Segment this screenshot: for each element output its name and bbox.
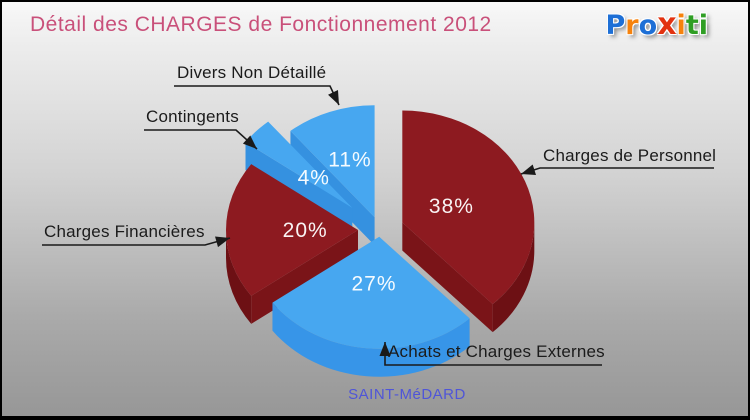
logo-letter-2: o [638,10,658,41]
leader-arrowhead-achats-et-charges-externes [379,342,391,356]
leader-line-contingents [144,129,258,150]
leader-arrowhead-charges-financieres [215,236,230,248]
percent-label-charges-de-personnel: 38% [429,195,474,218]
chart-title: Détail des CHARGES de Fonctionnement 201… [30,13,492,36]
label-charges-de-personnel: Charges de Personnel [543,146,717,165]
leader-line-divers-non-detaille [174,85,340,106]
pie-slice-contingents[interactable] [245,121,353,208]
logo-letter-6: i [698,10,708,41]
leader-arrowhead-charges-de-personnel [521,164,537,176]
leader-line-charges-de-personnel [520,167,714,175]
proxiti-logo[interactable]: Proxiti [606,7,709,42]
label-divers-non-detaille: Divers Non Détaillé [177,63,327,82]
pie-slice-achats-et-charges-externes[interactable] [272,236,470,349]
label-charges-financieres: Charges Financières [44,222,205,241]
logo-letter-1: r [625,10,639,41]
pie-slice-wall-achats-et-charges-externes [272,302,470,377]
pie-slice-charges-financieres[interactable] [226,164,358,296]
percent-label-contingents: 4% [298,166,330,189]
pie-slice-charges-de-personnel[interactable] [402,110,535,305]
logo-letter-4: i [676,10,686,41]
label-achats-et-charges-externes: Achats et Charges Externes [388,342,605,361]
pie-slice-cut-charges-de-personnel [402,222,493,333]
pie-slice-wall-charges-financieres [226,230,252,324]
municipality-name: SAINT-MéDARD [348,386,466,403]
percent-label-divers-non-detaille: 11% [328,148,371,171]
logo-letter-0: P [605,10,626,41]
label-contingents: Contingents [146,107,239,126]
logo-letter-3: x [657,7,677,42]
leader-arrowhead-contingents [242,135,257,149]
pie-slice-divers-non-detaille[interactable] [290,105,375,218]
percent-label-charges-financieres: 20% [283,219,328,242]
percent-label-achats-et-charges-externes: 27% [352,273,397,296]
pie-slice-wall-charges-de-personnel [492,222,535,333]
leader-arrowhead-divers-non-detaille [328,89,339,105]
logo-letter-5: t [685,10,699,41]
